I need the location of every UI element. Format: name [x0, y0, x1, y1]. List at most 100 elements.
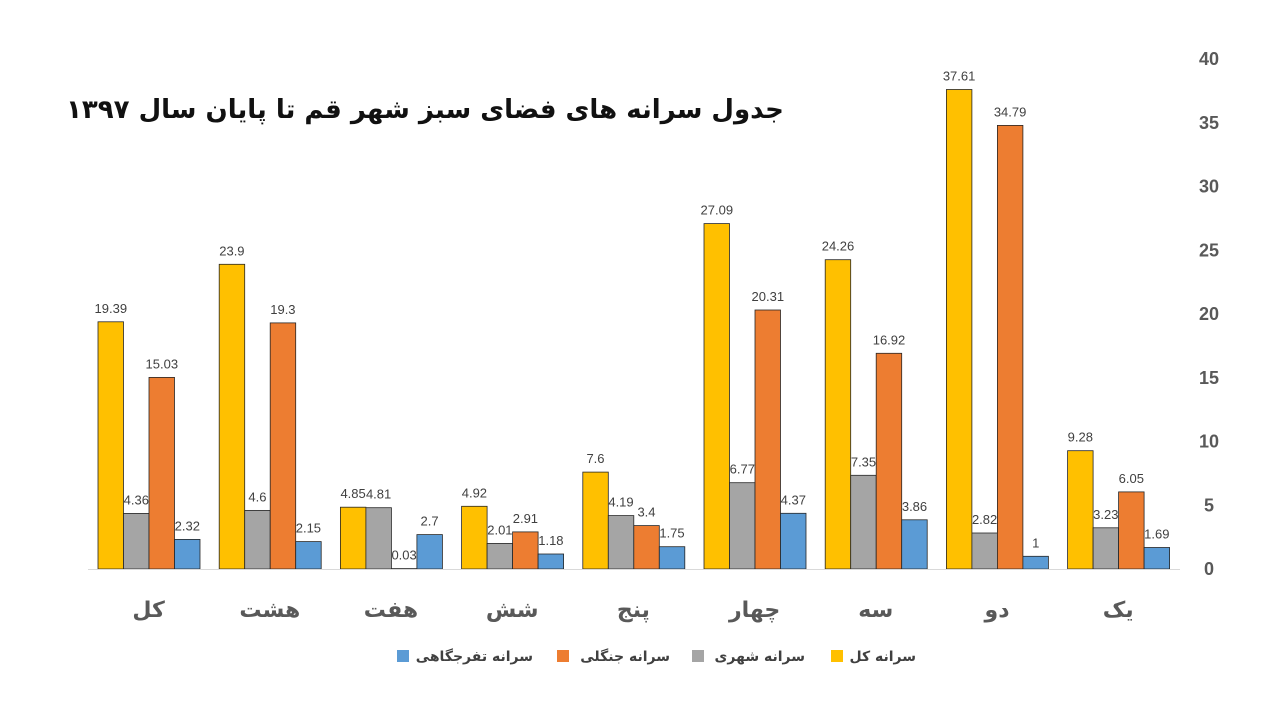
- bar-7-1: [971, 532, 998, 570]
- category-label-0: کل: [132, 598, 165, 623]
- data-label-8-2: 6.05: [1119, 471, 1144, 486]
- data-label-2-2: 0.03: [391, 548, 416, 563]
- data-label-5-0: 27.09: [701, 203, 734, 218]
- bar-3-0: [461, 505, 488, 570]
- bar-4-2: [633, 525, 660, 570]
- data-label-1-0: 23.9: [219, 243, 244, 258]
- y-tick-label: 0: [1204, 559, 1214, 579]
- bar-1-1: [244, 509, 271, 570]
- legend: سرانه کل سرانه شهری سرانه جنگلی سرانه تفرجگ…: [397, 648, 916, 665]
- data-label-4-2: 3.4: [637, 505, 655, 520]
- bar-1-3: [295, 541, 322, 570]
- data-label-0-2: 15.03: [146, 356, 179, 371]
- bar-6-1: [850, 474, 877, 570]
- data-label-1-3: 2.15: [296, 521, 321, 536]
- data-label-2-0: 4.85: [340, 486, 365, 501]
- bar-5-1: [729, 482, 756, 570]
- bar-6-3: [901, 519, 928, 570]
- bar-7-3: [1022, 555, 1049, 570]
- data-label-0-0: 19.39: [95, 301, 128, 316]
- data-label-4-3: 1.75: [659, 526, 684, 541]
- bar-0-0: [97, 321, 124, 570]
- data-label-6-1: 7.35: [851, 454, 876, 469]
- bar-2-0: [339, 506, 367, 570]
- bar-0-1: [123, 513, 150, 570]
- category-label-3: شش: [486, 598, 539, 623]
- bars-group: 19.39 4.36 15.03 2.32 23.9 4.6 19.3 2.15 4.85 4.8…: [95, 69, 1170, 570]
- legend-swatch-3: [397, 650, 409, 662]
- chart-title: جدول سرانه های فضای سبز شهر قم تا پایان …: [66, 95, 784, 125]
- data-label-5-2: 20.31: [752, 289, 785, 304]
- data-label-0-3: 2.32: [175, 518, 200, 533]
- y-tick-label: 35: [1199, 113, 1219, 133]
- bar-5-2: [754, 309, 781, 570]
- data-label-7-3: 1: [1032, 535, 1039, 550]
- data-label-8-1: 3.23: [1093, 507, 1118, 522]
- data-label-5-1: 6.77: [730, 462, 755, 477]
- bar-6-2: [875, 352, 903, 570]
- data-label-8-0: 9.28: [1068, 430, 1093, 445]
- data-label-3-3: 1.18: [538, 533, 563, 548]
- bar-7-0: [946, 89, 973, 570]
- y-tick-label: 25: [1199, 240, 1219, 260]
- legend-label-0: سرانه کل: [849, 649, 916, 665]
- y-tick-label: 15: [1199, 368, 1219, 388]
- data-label-7-2: 34.79: [994, 104, 1027, 119]
- y-tick-label: 10: [1199, 432, 1219, 452]
- y-tick-label: 20: [1199, 304, 1219, 324]
- bar-4-1: [607, 515, 635, 570]
- bar-2-1: [365, 507, 392, 570]
- category-label-2: هفت: [364, 598, 418, 623]
- bar-1-0: [218, 263, 246, 570]
- bar-1-2: [269, 322, 297, 570]
- data-label-6-3: 3.86: [902, 499, 927, 514]
- bar-8-0: [1067, 450, 1094, 570]
- legend-label-1: سرانه شهری: [715, 649, 805, 665]
- data-label-6-2: 16.92: [873, 332, 906, 347]
- y-tick-label: 40: [1199, 49, 1219, 69]
- category-label-7: دو: [984, 598, 1010, 623]
- data-label-1-1: 4.6: [248, 489, 266, 504]
- y-axis-ticks: 0 5 10 15 20 25 30 35 40: [1199, 49, 1219, 579]
- bar-7-2: [997, 125, 1024, 570]
- bar-5-0: [703, 223, 730, 570]
- category-label-8: یک: [1103, 598, 1134, 623]
- bar-4-3: [658, 546, 686, 570]
- category-label-5: چهار: [728, 598, 780, 623]
- y-tick-label: 30: [1199, 177, 1219, 197]
- data-label-7-0: 37.61: [943, 69, 976, 84]
- legend-swatch-2: [557, 650, 569, 662]
- data-label-4-0: 7.6: [586, 451, 604, 466]
- bar-3-2: [512, 531, 539, 570]
- bar-2-3: [416, 534, 443, 570]
- data-label-5-3: 4.37: [781, 492, 806, 507]
- data-label-3-2: 2.91: [513, 511, 538, 526]
- bar-0-3: [174, 539, 201, 570]
- bar-3-3: [537, 553, 564, 570]
- bar-8-1: [1092, 527, 1119, 570]
- category-labels: کل هشت هفت شش پنج چهار سه دو یک: [132, 598, 1133, 623]
- bar-8-2: [1118, 491, 1145, 570]
- bar-3-1: [486, 543, 514, 570]
- legend-swatch-1: [692, 650, 704, 662]
- category-label-6: سه: [858, 598, 893, 623]
- bar-6-0: [824, 259, 852, 570]
- legend-label-2: سرانه جنگلی: [580, 648, 670, 665]
- data-label-2-1: 4.81: [366, 487, 391, 502]
- data-label-3-0: 4.92: [462, 485, 487, 500]
- data-label-8-3: 1.69: [1144, 527, 1169, 542]
- data-label-0-1: 4.36: [124, 492, 149, 507]
- category-label-1: هشت: [239, 598, 300, 623]
- bar-4-0: [582, 471, 609, 570]
- data-label-3-1: 2.01: [487, 522, 512, 537]
- data-label-4-1: 4.19: [608, 495, 633, 510]
- y-tick-label: 5: [1204, 495, 1214, 515]
- legend-label-3: سرانه تفرجگاهی: [416, 648, 533, 665]
- data-label-6-0: 24.26: [822, 239, 855, 254]
- data-label-2-3: 2.7: [421, 514, 439, 529]
- bar-5-3: [780, 512, 807, 570]
- bar-0-2: [148, 376, 175, 570]
- legend-swatch-0: [831, 650, 843, 662]
- category-label-4: پنج: [617, 598, 650, 623]
